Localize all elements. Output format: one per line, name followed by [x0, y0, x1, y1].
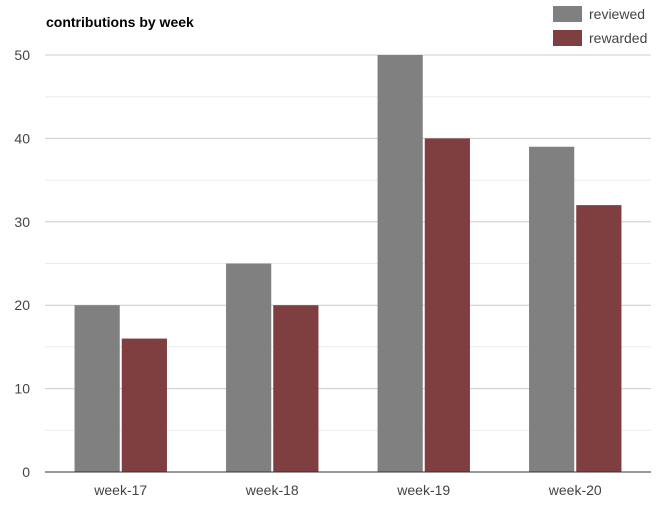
chart-title: contributions by week: [46, 14, 194, 30]
y-tick-label: 40: [14, 130, 30, 146]
y-axis-ticks: 0 10 20 30 40 50: [14, 47, 30, 480]
bar-reviewed-week-19: [377, 55, 423, 472]
legend-label-rewarded: rewarded: [589, 30, 647, 46]
x-tick-label: week-19: [396, 482, 450, 498]
bar-reviewed-week-20: [529, 146, 575, 473]
y-tick-label: 10: [14, 381, 30, 397]
legend: reviewed rewarded: [553, 6, 647, 46]
bar-rewarded-week-18: [273, 305, 319, 472]
y-tick-label: 50: [14, 47, 30, 63]
y-tick-label: 20: [14, 297, 30, 313]
legend-label-reviewed: reviewed: [589, 6, 645, 22]
x-tick-label: week-17: [93, 482, 147, 498]
x-axis-ticks: week-17 week-18 week-19 week-20: [93, 482, 602, 498]
bar-reviewed-week-17: [74, 305, 120, 472]
bar-reviewed-week-18: [226, 263, 272, 472]
x-tick-label: week-20: [548, 482, 602, 498]
bar-rewarded-week-17: [121, 338, 167, 472]
bar-rewarded-week-20: [576, 205, 622, 472]
y-tick-label: 0: [22, 464, 30, 480]
legend-swatch-reviewed: [553, 6, 582, 22]
legend-swatch-rewarded: [553, 30, 582, 46]
y-tick-label: 30: [14, 214, 30, 230]
bar-rewarded-week-19: [424, 138, 470, 472]
bars: [74, 55, 622, 473]
x-tick-label: week-18: [245, 482, 299, 498]
